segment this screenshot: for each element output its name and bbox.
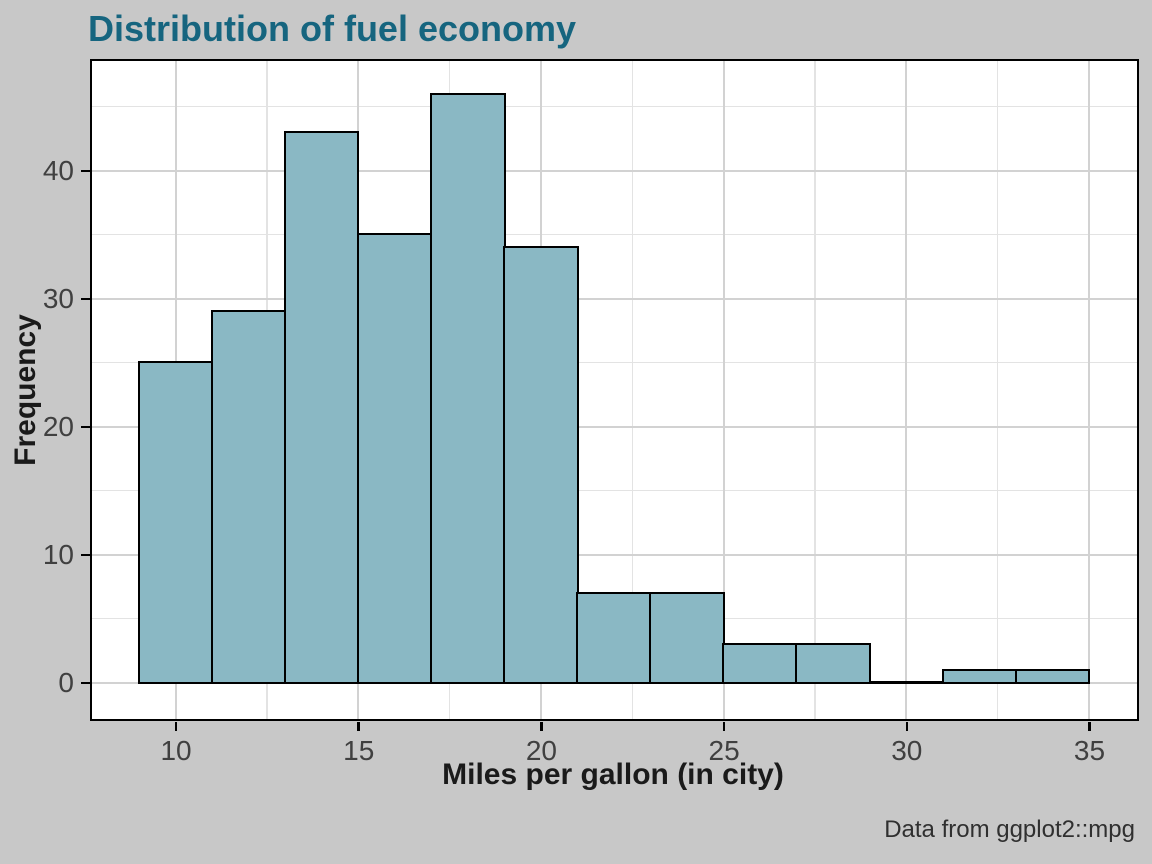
y-axis-tick bbox=[80, 553, 90, 557]
y-axis-title: Frequency bbox=[9, 314, 42, 466]
gridline-major-vertical bbox=[1088, 60, 1090, 719]
gridline-minor-vertical bbox=[814, 60, 816, 719]
x-tick-label: 20 bbox=[525, 735, 557, 766]
histogram-bar bbox=[795, 643, 871, 684]
histogram-bar bbox=[649, 591, 725, 684]
x-axis-tick bbox=[174, 721, 178, 731]
x-tick-label: 35 bbox=[1073, 735, 1106, 766]
y-tick-label: 30 bbox=[42, 283, 74, 315]
histogram-bar bbox=[283, 130, 360, 684]
histogram-bar bbox=[356, 233, 433, 684]
caption: Data from ggplot2::mpg bbox=[884, 816, 1135, 843]
y-axis-tick bbox=[80, 681, 90, 685]
y-tick-label: 20 bbox=[42, 411, 74, 443]
y-axis-tick bbox=[80, 425, 90, 429]
x-tick-label: 15 bbox=[343, 735, 375, 766]
histogram-bar bbox=[137, 361, 214, 684]
gridline-minor-horizontal bbox=[91, 105, 1137, 108]
histogram-bar bbox=[576, 591, 652, 684]
y-tick-label: 10 bbox=[42, 539, 74, 571]
x-axis-title: Miles per gallon (in city) bbox=[442, 758, 784, 791]
gridline-major-horizontal bbox=[91, 169, 1137, 172]
x-axis-tick bbox=[1088, 721, 1091, 731]
plot-panel bbox=[89, 58, 1139, 721]
x-axis-tick bbox=[540, 721, 543, 731]
gridline-major-vertical bbox=[722, 60, 725, 719]
gridline-minor-vertical bbox=[631, 60, 634, 719]
y-axis-tick bbox=[80, 297, 90, 301]
histogram-bar bbox=[941, 668, 1018, 684]
x-axis-tick bbox=[357, 721, 360, 731]
x-tick-label: 10 bbox=[160, 735, 192, 766]
gridline-minor-vertical bbox=[996, 60, 999, 719]
histogram-bar bbox=[430, 92, 506, 684]
gridline-minor-horizontal bbox=[91, 489, 1137, 492]
x-axis-tick bbox=[722, 721, 726, 731]
y-tick-label: 0 bbox=[58, 667, 74, 699]
gridline-minor-horizontal bbox=[91, 233, 1137, 236]
plot-title: Distribution of fuel economy bbox=[88, 8, 577, 49]
histogram-bar bbox=[210, 310, 287, 684]
histogram-bar-zero bbox=[868, 681, 945, 684]
gridline-major-vertical bbox=[905, 60, 908, 719]
gridline-minor-horizontal bbox=[91, 361, 1137, 364]
y-tick-label: 40 bbox=[42, 155, 74, 187]
histogram-bar bbox=[1014, 668, 1091, 684]
gridline-major-horizontal bbox=[91, 297, 1137, 300]
histogram-bar bbox=[722, 643, 798, 684]
histogram-bar bbox=[503, 246, 579, 684]
x-axis-tick bbox=[905, 721, 909, 731]
x-tick-label: 30 bbox=[891, 735, 923, 766]
gridline-major-horizontal bbox=[91, 425, 1137, 428]
y-axis-tick bbox=[80, 169, 90, 173]
x-tick-label: 25 bbox=[708, 735, 740, 766]
gridline-major-horizontal bbox=[91, 553, 1137, 556]
